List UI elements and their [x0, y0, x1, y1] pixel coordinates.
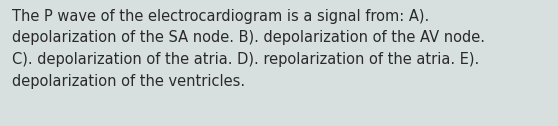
Text: The P wave of the electrocardiogram is a signal from: A).
depolarization of the : The P wave of the electrocardiogram is a… — [12, 9, 485, 89]
